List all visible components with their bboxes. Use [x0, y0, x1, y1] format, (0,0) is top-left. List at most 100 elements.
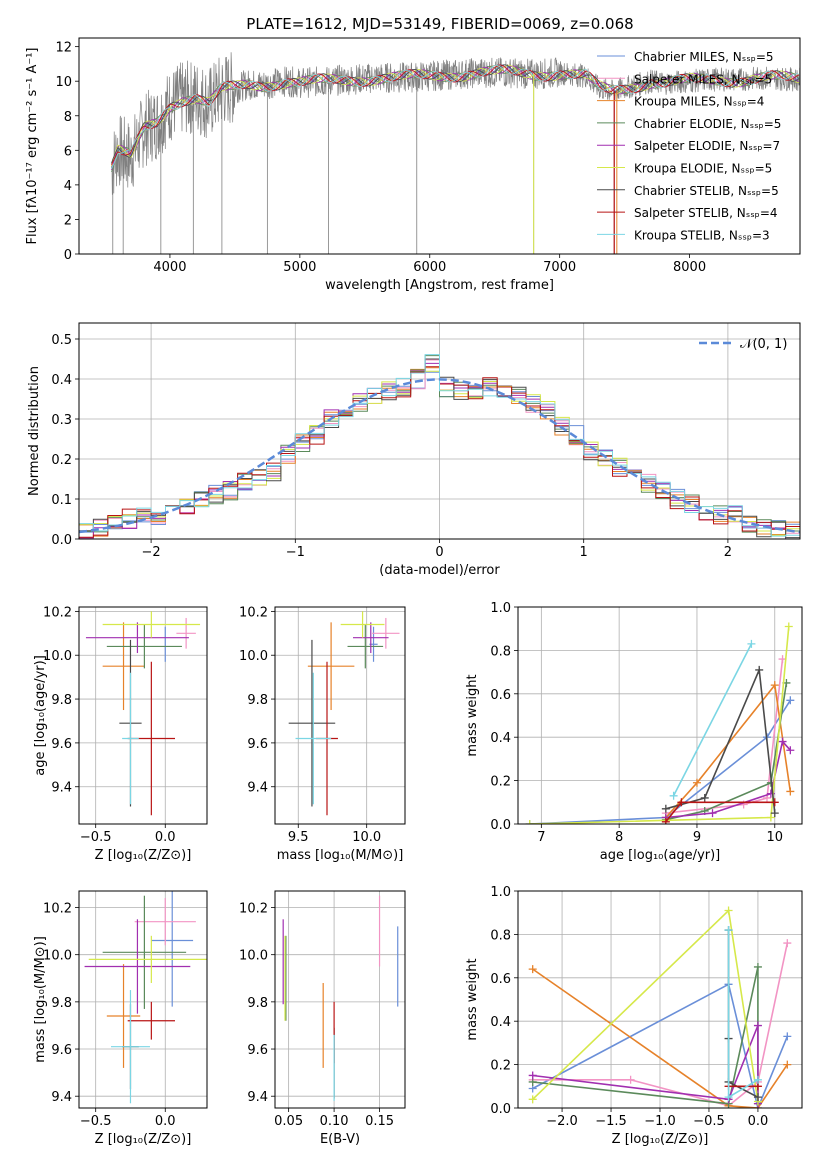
- y-tick-label: 9.4: [51, 781, 72, 796]
- y-tick-label: 0.0: [490, 818, 511, 833]
- x-tick-label: 4000: [153, 260, 186, 275]
- weight-marker: [661, 804, 670, 813]
- plot-frame: [78, 890, 208, 1109]
- x-axis-label: (data-model)/error: [379, 563, 500, 578]
- x-tick-label: 9.5: [288, 830, 309, 845]
- y-tick-label: 0.4: [490, 1015, 511, 1030]
- weight-lines: [525, 622, 795, 824]
- y-tick-label: 9.6: [51, 1043, 72, 1058]
- weight-marker: [786, 787, 795, 796]
- plot-frame: [274, 890, 406, 1109]
- x-tick-label: −1.0: [644, 1114, 676, 1129]
- x-tick-label: 10.0: [352, 830, 381, 845]
- y-tick-label: 1.0: [490, 885, 511, 900]
- y-tick-label: 0.2: [490, 1059, 511, 1074]
- x-axis-label: Z [log₁₀(Z/Z⊙)]: [95, 848, 192, 863]
- weight-marker: [753, 1021, 762, 1030]
- y-tick-label: 10.2: [239, 605, 268, 620]
- x-tick-label: 7: [537, 830, 545, 845]
- weight-marker: [753, 962, 762, 971]
- x-tick-label: 0.0: [155, 1114, 176, 1129]
- weight-marker: [747, 639, 756, 648]
- y-tick-label: 2: [64, 213, 72, 228]
- x-tick-label: 0.05: [274, 1114, 303, 1129]
- weight-marker: [770, 809, 779, 818]
- y-tick-label: 10.2: [43, 605, 72, 620]
- legend-label: Salpeter MILES, Nₛₛₚ=5: [634, 72, 772, 86]
- y-tick-label: 0.6: [490, 688, 511, 703]
- weight-marker: [724, 1093, 733, 1102]
- weight-marker: [692, 778, 701, 787]
- ebv-mass-panel: 0.05 0.10 0.15 9.4 9.6 9.8 10.0 10.2 E(B-V): [239, 890, 406, 1147]
- y-tick-label: 0.4: [490, 731, 511, 746]
- histograms: [79, 354, 800, 539]
- y-tick-label: 4: [64, 179, 72, 194]
- legend-label: Chabrier MILES, Nₛₛₚ=5: [634, 50, 774, 64]
- model-spectrum-line: [111, 65, 800, 173]
- y-tick-label: 0.8: [490, 928, 511, 943]
- mass-age-panel: 9.5 10.0 9.4 9.6 9.8 10.0 10.2 mass [log₁₀(M/M⊙…: [239, 605, 406, 863]
- y-tick-label: 9.4: [247, 781, 268, 796]
- weight-marker: [525, 820, 534, 824]
- weight-line: [665, 666, 776, 814]
- x-tick-label: 8: [615, 830, 623, 845]
- legend-label: Chabrier STELIB, Nₛₛₚ=5: [634, 184, 779, 198]
- weight-marker: [770, 681, 779, 690]
- weight-marker: [753, 1093, 762, 1102]
- x-axis-label: Z [log₁₀(Z/Z⊙)]: [612, 1132, 709, 1147]
- weight-marker: [783, 1032, 792, 1041]
- y-tick-label: 0.2: [490, 775, 511, 790]
- legend-label: Kroupa MILES, Nₛₛₚ=4: [634, 95, 764, 109]
- histogram-step: [79, 354, 800, 537]
- y-tick-label: 0.8: [490, 644, 511, 659]
- x-tick-label: 0.15: [365, 1114, 394, 1129]
- x-tick-label: 1: [580, 545, 588, 560]
- weight-marker: [724, 906, 733, 915]
- weight-line: [532, 968, 788, 1108]
- plot-frame: [517, 890, 803, 1109]
- x-tick-label: 6000: [413, 260, 446, 275]
- x-axis-label: age [log₁₀(age/yr)]: [600, 848, 721, 863]
- x-tick-label: −0.5: [80, 1114, 112, 1129]
- y-axis-label: Normed distribution: [27, 366, 42, 496]
- y-tick-label: 0.5: [51, 333, 72, 348]
- legend-label: Salpeter STELIB, Nₛₛₚ=4: [634, 206, 778, 220]
- y-tick-label: 9.8: [51, 693, 72, 708]
- y-tick-label: 6: [64, 144, 72, 159]
- weight-line: [665, 659, 784, 814]
- x-tick-label: 0.0: [155, 830, 176, 845]
- y-axis-label: mass [log₁₀(M/M⊙)]: [33, 936, 48, 1063]
- weight-marker: [770, 798, 779, 807]
- error-bars: [85, 611, 201, 816]
- age-weight-panel: 7 8 9 10 0.0 0.2 0.4 0.6 0.8 1.0 age [log₁₀(age/yr…: [465, 601, 803, 863]
- x-tick-label: −2: [142, 545, 161, 560]
- weight-line: [532, 983, 789, 1108]
- error-bars: [288, 611, 400, 816]
- weight-marker: [755, 665, 764, 674]
- weight-marker: [708, 809, 717, 818]
- y-tick-label: 10.0: [43, 949, 72, 964]
- y-tick-label: 0.1: [51, 493, 72, 508]
- weight-line: [532, 1025, 759, 1104]
- chart-title: PLATE=1612, MJD=53149, FIBERID=0069, z=0…: [246, 15, 633, 33]
- residual-distribution-panel: −2 −1 0 1 2 0.0 0.1 0.2 0.3 0.4 0.5 (data-model)/er…: [27, 322, 801, 578]
- weight-line: [532, 908, 759, 1102]
- plot-frame: [78, 37, 801, 255]
- y-tick-label: 0.0: [51, 533, 72, 548]
- y-axis-label: mass weight: [465, 674, 480, 756]
- gaussian-curve: [79, 378, 800, 534]
- weight-marker: [661, 817, 670, 824]
- legend: Chabrier MILES, Nₛₛₚ=5 Salpeter MILES, Nₛ…: [597, 50, 781, 242]
- y-tick-label: 9.6: [247, 737, 268, 752]
- y-tick-label: 12: [55, 41, 72, 56]
- weight-line: [672, 643, 753, 797]
- weight-marker: [766, 813, 775, 822]
- model-spectrum-line: [111, 65, 800, 171]
- weight-marker: [528, 965, 537, 974]
- spectrum-panel: 4000 5000 6000 7000 8000 0 2 4 6 8 10 12 wavelength …: [25, 15, 801, 293]
- y-tick-label: 10.0: [239, 649, 268, 664]
- weight-marker: [783, 1060, 792, 1069]
- weight-marker: [786, 696, 795, 705]
- weight-marker: [724, 926, 733, 935]
